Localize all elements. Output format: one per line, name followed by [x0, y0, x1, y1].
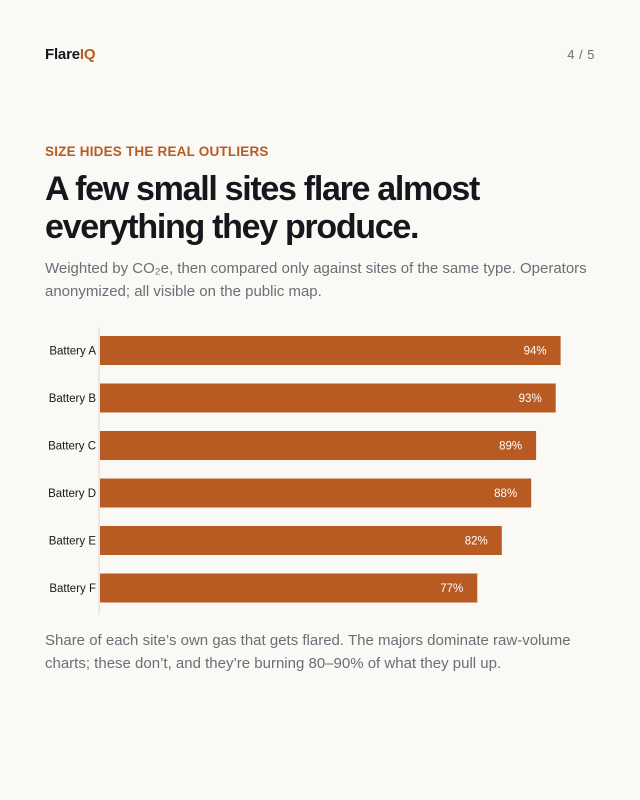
category-label: Battery D	[48, 488, 96, 500]
category-label: Battery E	[49, 536, 97, 548]
value-label: 88%	[494, 488, 517, 500]
value-label: 89%	[499, 441, 522, 453]
bar-battery-e	[100, 526, 502, 555]
eyebrow-heading: SIZE HIDES THE REAL OUTLIERS	[45, 144, 269, 159]
category-label: Battery C	[48, 441, 96, 453]
brand-logo: FlareIQ	[45, 46, 96, 63]
bar-chart: Battery A 94% Battery B 93% Battery C 89% Batt…	[48, 327, 561, 615]
brand-name-part1: Flare	[45, 46, 80, 63]
value-label: 93%	[519, 393, 542, 405]
subtitle: Weighted by CO₂e, then compared only aga…	[45, 260, 587, 300]
bar-battery-a	[100, 336, 561, 365]
bar-battery-d	[100, 478, 532, 508]
page-indicator: 4 / 5	[567, 47, 595, 62]
value-label: 77%	[440, 583, 463, 595]
value-label: 82%	[465, 536, 488, 548]
value-label: 94%	[524, 346, 547, 358]
category-label: Battery A	[49, 346, 96, 358]
category-label: Battery F	[49, 583, 96, 595]
bar-battery-f	[100, 573, 478, 603]
bar-battery-c	[100, 431, 537, 460]
brand-name-part2: IQ	[79, 46, 96, 63]
chart-caption: Share of each site’s own gas that gets f…	[45, 632, 571, 672]
category-label: Battery B	[49, 393, 97, 405]
page-title: A few small sites flare almost everythin…	[45, 170, 480, 246]
bar-battery-b	[100, 383, 556, 413]
